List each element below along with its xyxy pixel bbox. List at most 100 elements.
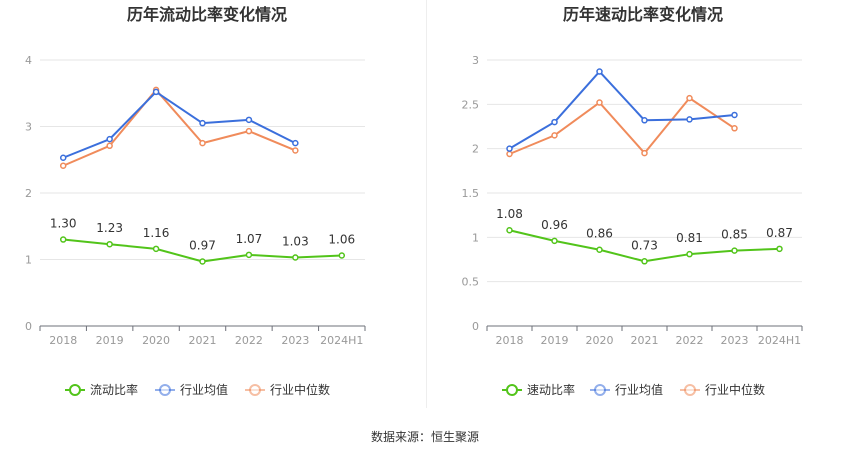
data-point-main: [199, 258, 206, 265]
data-label: 1.16: [143, 226, 170, 240]
y-tick-label: 1: [472, 231, 479, 244]
data-point-industry-avg: [199, 119, 206, 127]
legend-marker: [249, 384, 261, 396]
y-tick-label: 0.5: [462, 276, 480, 289]
data-point-industry-median: [731, 125, 738, 132]
data-point-industry-median: [641, 149, 648, 157]
data-point-main: [551, 237, 558, 245]
data-point-industry-median: [59, 162, 67, 169]
data-point-industry-median: [245, 127, 253, 135]
y-tick-label: 1: [25, 254, 32, 267]
data-source-label: 数据来源：恒生聚源: [370, 430, 479, 444]
data-point-industry-median: [506, 150, 513, 158]
x-tick-label: 2022: [676, 334, 704, 347]
data-point-industry-avg: [686, 116, 693, 123]
x-tick-label: 2020: [586, 334, 614, 347]
legend-marker: [506, 384, 518, 396]
data-point-main: [106, 240, 113, 248]
data-label: 0.73: [631, 238, 658, 252]
legend-marker: [69, 384, 81, 396]
y-tick-label: 3: [472, 54, 479, 67]
x-tick-label: 2018: [49, 334, 77, 347]
data-point-main: [596, 246, 603, 253]
data-point-industry-median: [292, 147, 299, 154]
data-point-main: [731, 247, 738, 254]
data-label: 0.97: [189, 238, 216, 252]
data-point-main: [641, 258, 648, 265]
legend-marker: [594, 384, 606, 396]
y-tick-label: 2: [472, 143, 479, 156]
legend-item-industry-avg: 行业均值: [590, 382, 663, 397]
x-tick-label: 2019: [541, 334, 569, 347]
legend-marker: [684, 384, 696, 396]
x-tick-label: 2023: [281, 334, 309, 347]
series-line-industry-avg: [508, 70, 735, 150]
data-label: 1.23: [96, 221, 123, 235]
data-point-industry-median: [199, 139, 206, 147]
data-point-main: [506, 226, 513, 234]
y-tick-label: 1.5: [462, 187, 480, 200]
y-tick-label: 2: [25, 187, 32, 200]
data-point-industry-avg: [641, 117, 648, 124]
legend-item-industry-avg: 行业均值: [155, 382, 228, 397]
legend-label: 行业均值: [615, 382, 663, 397]
quick-ratio-chart: 历年速动比率变化情况 0 0.5 1 1.5 2 2.5 3 2018 2019 2020 2021 2…: [462, 5, 803, 397]
data-point-industry-median: [106, 142, 113, 150]
legend-label: 行业均值: [180, 382, 228, 397]
data-label: 0.87: [766, 226, 793, 240]
legend-label: 行业中位数: [705, 382, 765, 397]
x-tick-label: 2024H1: [320, 334, 363, 347]
data-point-main: [686, 250, 693, 258]
data-point-industry-avg: [106, 135, 113, 143]
data-point-main: [152, 245, 160, 253]
x-tick-label: 2021: [189, 334, 217, 347]
series-line-industry-median: [509, 97, 736, 155]
data-label: 0.86: [586, 227, 613, 241]
legend-label: 流动比率: [90, 382, 138, 397]
data-point-industry-avg: [292, 139, 299, 147]
data-point-industry-avg: [245, 116, 253, 124]
data-point-industry-avg: [551, 118, 558, 126]
legend-label: 速动比率: [527, 382, 575, 397]
data-label: 1.07: [236, 232, 263, 246]
y-tick-label: 4: [25, 54, 32, 67]
chart-title: 历年流动比率变化情况: [127, 5, 287, 24]
data-point-main: [338, 252, 346, 259]
quick-ratio-panel: 历年速动比率变化情况 0 0.5 1 1.5 2 2.5 3 2018 2019 2020 2021 2…: [425, 0, 850, 420]
x-tick-label: 2019: [96, 334, 124, 347]
series-line-industry-median: [62, 88, 296, 167]
data-label: 1.03: [282, 235, 309, 249]
data-point-industry-median: [596, 99, 603, 106]
data-point-industry-median: [686, 94, 693, 102]
x-tick-label: 2022: [235, 334, 263, 347]
data-point-industry-avg: [506, 145, 513, 152]
data-point-main: [292, 254, 299, 261]
current-ratio-panel: 历年流动比率变化情况 0 1 2 3 4 2018 2019 2020 2021 2022 2023 2…: [0, 0, 425, 420]
data-point-industry-avg: [731, 111, 738, 119]
data-label: 1.30: [50, 217, 77, 231]
data-point-main: [245, 251, 253, 259]
y-tick-label: 3: [25, 121, 32, 134]
x-tick-label: 2021: [631, 334, 659, 347]
data-label: 0.96: [541, 218, 568, 232]
legend-item-main: 速动比率: [502, 382, 575, 397]
y-tick-label: 0: [25, 320, 32, 333]
data-label: 0.85: [721, 228, 748, 242]
legend-label: 行业中位数: [270, 382, 330, 397]
x-tick-label: 2020: [142, 334, 170, 347]
legend-item-main: 流动比率: [65, 382, 138, 397]
data-label: 1.06: [328, 233, 355, 247]
data-point-industry-avg: [152, 88, 160, 96]
data-point-industry-median: [551, 132, 558, 139]
data-point-main: [776, 245, 783, 253]
data-label: 0.81: [676, 231, 703, 245]
x-tick-label: 2023: [721, 334, 749, 347]
y-tick-label: 2.5: [462, 98, 480, 111]
data-point-main: [59, 236, 67, 243]
series-line-industry-avg: [62, 90, 296, 159]
x-tick-label: 2024H1: [758, 334, 801, 347]
data-label: 1.08: [496, 207, 523, 221]
current-ratio-chart: 历年流动比率变化情况 0 1 2 3 4 2018 2019 2020 2021 2022 2023 2…: [25, 5, 366, 397]
legend-marker: [159, 384, 171, 396]
data-point-industry-avg: [596, 68, 603, 75]
